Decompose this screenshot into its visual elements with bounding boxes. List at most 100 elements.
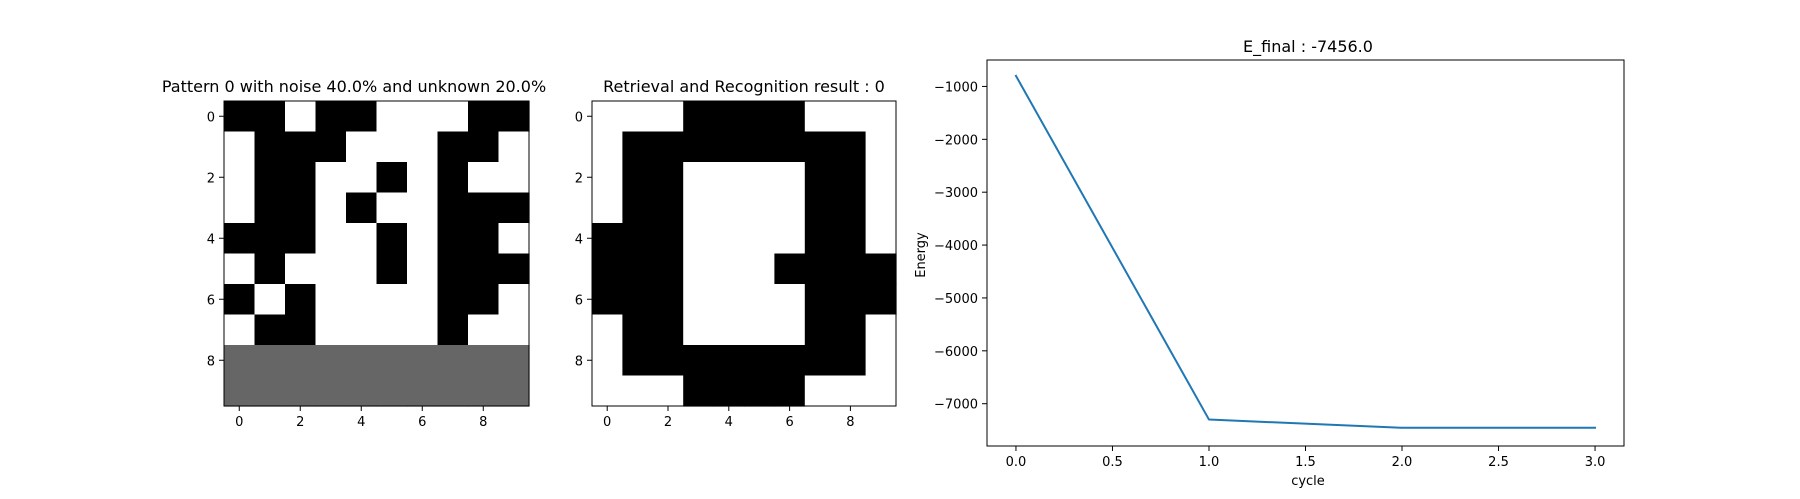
noisy-pattern-title: Pattern 0 with noise 40.0% and unknown 2… [162, 77, 546, 96]
retrieval-result-cell [713, 314, 745, 346]
noisy-pattern-cell [468, 192, 500, 224]
retrieval-result-cell [713, 101, 745, 133]
retrieval-result-cell [683, 253, 715, 285]
retrieval-result-cell [744, 314, 775, 346]
noisy-pattern-cell [376, 253, 408, 285]
retrieval-result-cell [713, 192, 745, 224]
noisy-pattern-y-tick-label: 8 [207, 354, 215, 369]
retrieval-result-cell [774, 223, 806, 255]
energy-chart-y-tick-label: −3000 [934, 186, 978, 201]
noisy-pattern-cell [498, 192, 530, 224]
noisy-pattern-cell [285, 345, 317, 377]
retrieval-result-cell [865, 284, 897, 316]
retrieval-result-cell [652, 192, 684, 224]
noisy-pattern-cell [437, 375, 469, 407]
retrieval-result-cell [865, 192, 897, 224]
retrieval-result-cell [652, 162, 684, 194]
noisy-pattern-x-tick-label: 6 [418, 415, 426, 430]
energy-chart-x-tick-label: 2.5 [1488, 455, 1509, 470]
noisy-pattern-cell [285, 375, 317, 407]
retrieval-result-cell [683, 345, 715, 377]
noisy-pattern-cell [376, 162, 408, 194]
noisy-pattern-cell [254, 253, 286, 285]
noisy-pattern-cell [254, 345, 286, 377]
noisy-pattern-cell [376, 284, 408, 316]
energy-chart-x-tick-label: 2.0 [1392, 455, 1413, 470]
retrieval-result-x-tick-label: 6 [785, 415, 793, 430]
retrieval-result-cell [804, 192, 836, 224]
noisy-pattern-cell [315, 284, 347, 316]
retrieval-result-cell [804, 223, 836, 255]
noisy-pattern-y-tick-label: 6 [207, 293, 215, 308]
noisy-pattern-cell [407, 101, 439, 133]
retrieval-result-cell [804, 345, 836, 377]
retrieval-result-cell [713, 284, 745, 316]
noisy-pattern-cell [224, 162, 256, 194]
noisy-pattern-cell [437, 162, 469, 194]
energy-chart-title: E_final : -7456.0 [1243, 37, 1373, 57]
retrieval-result-cell [865, 223, 897, 255]
retrieval-result-cell [592, 223, 623, 255]
retrieval-result-cell [835, 101, 867, 133]
noisy-pattern-cell [315, 162, 347, 194]
noisy-pattern-cell [376, 345, 408, 377]
retrieval-result-cell [592, 284, 623, 316]
retrieval-result-cell [592, 192, 623, 224]
noisy-pattern-cell [437, 131, 469, 163]
noisy-pattern-cell [376, 375, 408, 407]
retrieval-result-cell [713, 162, 745, 194]
retrieval-result-title: Retrieval and Recognition result : 0 [603, 77, 885, 96]
noisy-pattern-cell [224, 284, 256, 316]
retrieval-result-cell [835, 314, 867, 346]
retrieval-result-cell [804, 162, 836, 194]
retrieval-result-cell [835, 162, 867, 194]
retrieval-result-cell [774, 162, 806, 194]
noisy-pattern-cell [315, 101, 347, 133]
retrieval-result-cell [592, 101, 623, 133]
noisy-pattern-cell [376, 314, 408, 346]
energy-chart-lines [1014, 74, 1597, 429]
noisy-pattern-x-ticks: 0 2 4 6 8 [235, 406, 487, 430]
retrieval-result-cells [592, 101, 897, 407]
noisy-pattern-cell [285, 101, 317, 133]
retrieval-result-cell [683, 314, 715, 346]
retrieval-result-cell [804, 131, 836, 163]
noisy-pattern-cell [254, 223, 286, 255]
retrieval-result-y-tick-label: 6 [575, 293, 583, 308]
noisy-pattern-cell [376, 101, 408, 133]
retrieval-result-cell [865, 253, 897, 285]
retrieval-result-cell [804, 375, 836, 407]
retrieval-result-cell [713, 375, 745, 407]
noisy-pattern-cell [407, 162, 439, 194]
retrieval-result-cell [683, 192, 715, 224]
noisy-pattern-cell [315, 223, 347, 255]
noisy-pattern-cell [346, 284, 378, 316]
noisy-pattern-cell [498, 345, 530, 377]
noisy-pattern-frame [223, 100, 530, 407]
noisy-pattern-cell [498, 131, 530, 163]
noisy-pattern-cell [498, 253, 530, 285]
noisy-pattern-cell [437, 192, 469, 224]
noisy-pattern-cell [346, 223, 378, 255]
noisy-pattern-cell [346, 345, 378, 377]
retrieval-result-cell [804, 314, 836, 346]
noisy-pattern-cell [468, 284, 500, 316]
retrieval-result-cell [652, 131, 684, 163]
noisy-pattern-cell [407, 192, 439, 224]
retrieval-result-y-tick-label: 0 [575, 110, 583, 125]
energy-chart-y-tick-label: −4000 [934, 239, 978, 254]
retrieval-result-cell [652, 253, 684, 285]
retrieval-result-cell [835, 223, 867, 255]
noisy-pattern-x-tick-label: 4 [357, 415, 365, 430]
energy-chart-y-tick-label: −2000 [934, 133, 978, 148]
retrieval-result-cell [774, 101, 806, 133]
noisy-pattern-cell [285, 192, 317, 224]
retrieval-result-cell [744, 192, 775, 224]
noisy-pattern-cell [437, 345, 469, 377]
noisy-pattern-cell [346, 192, 378, 224]
energy-chart-x-tick-label: 0.5 [1102, 455, 1123, 470]
retrieval-result-x-tick-label: 0 [603, 415, 611, 430]
energy-chart-y-tick-label: −5000 [934, 292, 978, 307]
noisy-pattern-cell [407, 253, 439, 285]
